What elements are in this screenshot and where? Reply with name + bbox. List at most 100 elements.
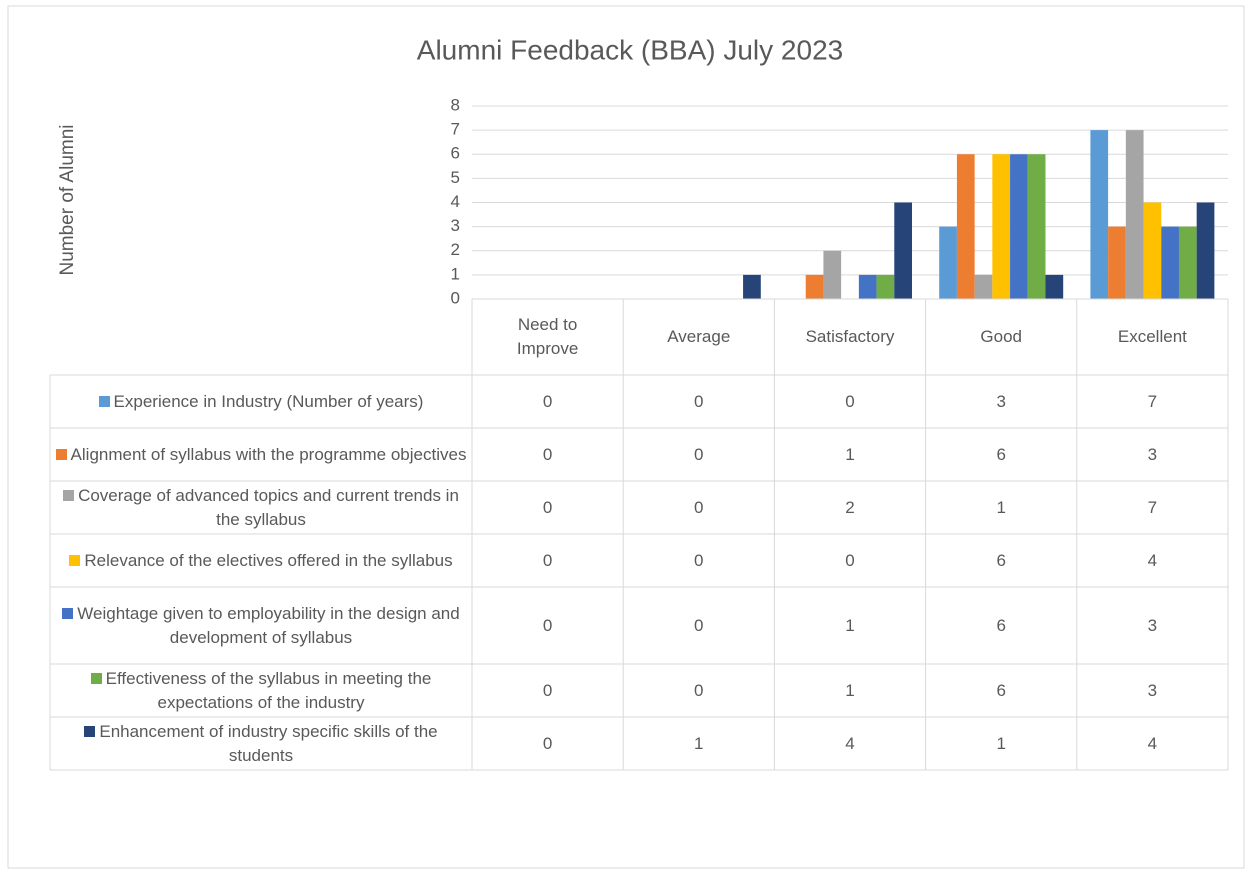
table-value: 7: [1147, 391, 1158, 411]
y-tick-label: 4: [451, 192, 460, 211]
table-value: 1: [996, 497, 1006, 517]
table-value: 0: [694, 497, 704, 517]
y-axis-label: Number of Alumni: [57, 124, 78, 275]
legend-entry: Coverage of advanced topics and current …: [50, 481, 472, 534]
table-value: 0: [694, 391, 704, 411]
table-value: 3: [1147, 680, 1158, 700]
table-value: 6: [996, 680, 1006, 700]
legend-swatch: [90, 672, 102, 684]
table-value: 1: [996, 733, 1006, 753]
legend-swatch: [98, 395, 110, 407]
series-name: Alignment of syllabus with the programme…: [70, 444, 467, 464]
legend-entry: Effectiveness of the syllabus in meeting…: [50, 664, 472, 717]
y-tick-label: 2: [451, 240, 460, 259]
table-value: 1: [694, 733, 704, 753]
legend-entry: Alignment of syllabus with the programme…: [50, 428, 472, 481]
series-name: Relevance of the electives offered in th…: [84, 550, 453, 570]
table-value: 3: [1147, 444, 1158, 464]
chart-border: [7, 5, 1245, 869]
bar: [1143, 202, 1162, 299]
bar: [1178, 226, 1197, 299]
table-value: 0: [694, 444, 704, 464]
y-tick-label: 0: [451, 288, 460, 307]
bar: [876, 274, 895, 299]
table-value: 0: [542, 391, 553, 411]
table-value: 6: [996, 615, 1006, 635]
chart-title: Alumni Feedback (BBA) July 2023: [417, 34, 843, 65]
table-value: 3: [996, 391, 1006, 411]
series-name: Weightage given to employability in the …: [77, 603, 460, 647]
category-header: Good: [926, 299, 1077, 375]
legend-text: Alignment of syllabus with the programme…: [55, 443, 467, 467]
category-header: Average: [623, 299, 774, 375]
bar: [1010, 154, 1028, 299]
table-value: 4: [1147, 733, 1158, 753]
category-label: Excellent: [1117, 327, 1187, 346]
table-value: 6: [996, 550, 1006, 570]
table-value: 2: [845, 497, 855, 517]
category-header: Satisfactory: [774, 299, 925, 375]
bar: [1196, 202, 1215, 299]
series-name: Experience in Industry (Number of years): [113, 391, 424, 411]
legend-swatch: [84, 725, 96, 737]
legend-entry: Weightage given to employability in the …: [50, 587, 472, 664]
category-label: Need to Improve: [516, 315, 579, 358]
table-value: 6: [996, 444, 1006, 464]
y-tick-label: 8: [451, 95, 460, 114]
bar: [805, 274, 824, 299]
bar: [894, 202, 912, 299]
bar: [1045, 274, 1064, 299]
bar: [974, 274, 993, 299]
legend-text: Effectiveness of the syllabus in meeting…: [54, 667, 468, 715]
table-value: 0: [694, 550, 704, 570]
category-header: Need to Improve: [472, 299, 623, 375]
bar: [1027, 154, 1046, 299]
table-value: 0: [542, 550, 553, 570]
table-value: 1: [845, 680, 855, 700]
table-value: 0: [694, 615, 704, 635]
legend-entry: Enhancement of industry specific skills …: [50, 717, 472, 770]
table-value: 1: [845, 444, 855, 464]
table-value: 0: [542, 444, 553, 464]
category-label: Good: [980, 327, 1022, 346]
series-name: Coverage of advanced topics and current …: [78, 485, 459, 529]
category-label: Satisfactory: [805, 327, 895, 346]
table-value: 3: [1147, 615, 1158, 635]
legend-swatch: [62, 607, 74, 619]
bar: [858, 274, 877, 299]
series-name: Effectiveness of the syllabus in meeting…: [105, 668, 432, 712]
table-value: 4: [845, 733, 855, 753]
category-label: Average: [667, 327, 731, 346]
legend-text: Experience in Industry (Number of years): [98, 390, 424, 414]
legend-text: Coverage of advanced topics and current …: [54, 484, 468, 532]
bar: [743, 274, 761, 299]
legend-entry: Relevance of the electives offered in th…: [50, 534, 472, 587]
series-name: Enhancement of industry specific skills …: [99, 721, 438, 765]
legend-text: Enhancement of industry specific skills …: [54, 720, 468, 768]
bar: [1090, 130, 1109, 299]
bar: [1161, 226, 1179, 299]
legend-text: Relevance of the electives offered in th…: [69, 549, 453, 573]
table-value: 0: [542, 615, 553, 635]
category-header: Excellent: [1077, 299, 1228, 375]
y-tick-label: 3: [451, 216, 460, 235]
legend-swatch: [69, 554, 81, 566]
legend-entry: Experience in Industry (Number of years): [50, 375, 472, 428]
table-value: 0: [542, 680, 553, 700]
table-value: 0: [542, 497, 553, 517]
y-tick-label: 5: [451, 168, 460, 187]
bar: [956, 154, 975, 299]
bar: [1125, 130, 1144, 299]
bar: [939, 226, 957, 299]
bar: [823, 250, 842, 299]
y-tick-label: 7: [451, 120, 460, 139]
y-tick-label: 6: [451, 144, 460, 163]
table-value: 0: [845, 550, 855, 570]
table-value: 7: [1147, 497, 1158, 517]
bar: [992, 154, 1011, 299]
table-value: 1: [845, 615, 855, 635]
bar: [1108, 226, 1126, 299]
table-value: 0: [845, 391, 855, 411]
